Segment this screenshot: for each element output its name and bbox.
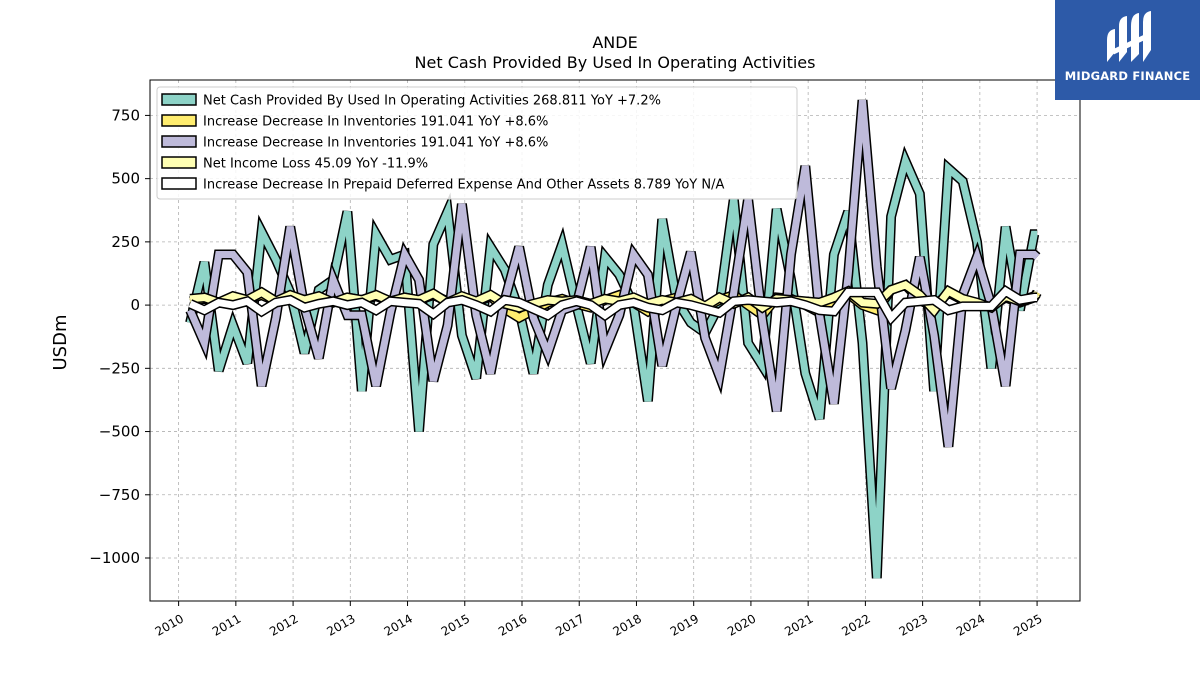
y-tick-label: −750 — [99, 486, 140, 504]
x-tick-label: 2016 — [496, 611, 529, 638]
x-tick-label: 2020 — [725, 611, 758, 638]
series-line-0 — [186, 150, 1038, 579]
y-tick-label: −1000 — [89, 549, 140, 567]
x-tick-label: 2014 — [382, 611, 415, 638]
y-tick-label: 250 — [111, 233, 140, 251]
y-axis-label: USDm — [50, 315, 71, 371]
y-tick-label: −250 — [99, 359, 140, 377]
y-tick-label: 0 — [130, 296, 140, 314]
midgard-mark-icon — [1107, 11, 1151, 62]
legend-box — [156, 86, 798, 200]
logo-text: MIDGARD FINANCE — [1064, 69, 1191, 83]
x-tick-label: 2023 — [897, 611, 930, 638]
x-tick-label: 2010 — [153, 611, 186, 638]
legend-swatch — [161, 93, 197, 106]
x-tick-label: 2025 — [1011, 611, 1044, 638]
series-line-2 — [186, 99, 1040, 448]
y-tick-label: 500 — [111, 170, 140, 188]
legend-entry-label: Net Income Loss 45.09 YoY -11.9% — [203, 157, 428, 172]
legend-entry-label: Increase Decrease In Prepaid Deferred Ex… — [203, 178, 724, 193]
legend: Net Cash Provided By Used In Operating A… — [156, 86, 798, 200]
x-tick-label: 2013 — [324, 611, 357, 638]
x-tick-label: 2017 — [553, 611, 586, 638]
midgard-finance-logo: MIDGARD FINANCE — [1055, 0, 1200, 100]
plot-frame — [149, 79, 1081, 602]
y-tick-label: −500 — [99, 423, 140, 441]
y-tick-label: 750 — [111, 106, 140, 124]
series-group — [185, 99, 1042, 579]
legend-entry-label: Increase Decrease In Inventories 191.041… — [203, 115, 548, 130]
x-tick-label: 2012 — [267, 611, 300, 638]
legend-swatch — [161, 114, 197, 127]
legend-swatch — [161, 156, 197, 169]
x-tick-label: 2011 — [210, 611, 243, 638]
chart-ticker-title: ANDE — [592, 33, 638, 52]
x-tick-label: 2019 — [668, 611, 701, 638]
x-tick-label: 2024 — [954, 611, 987, 638]
chart-title: Net Cash Provided By Used In Operating A… — [414, 53, 816, 72]
x-tick-label: 2018 — [611, 611, 644, 638]
legend-swatch — [161, 135, 197, 148]
series-line-outline-0 — [185, 145, 1040, 579]
x-tick-label: 2022 — [839, 611, 872, 638]
legend-entry-label: Net Cash Provided By Used In Operating A… — [203, 94, 661, 109]
legend-swatch — [161, 177, 197, 190]
legend-entry-label: Increase Decrease In Inventories 191.041… — [203, 136, 548, 151]
series-line-4 — [188, 286, 1038, 324]
x-tick-label: 2015 — [439, 611, 472, 638]
x-tick-label: 2021 — [782, 611, 815, 638]
